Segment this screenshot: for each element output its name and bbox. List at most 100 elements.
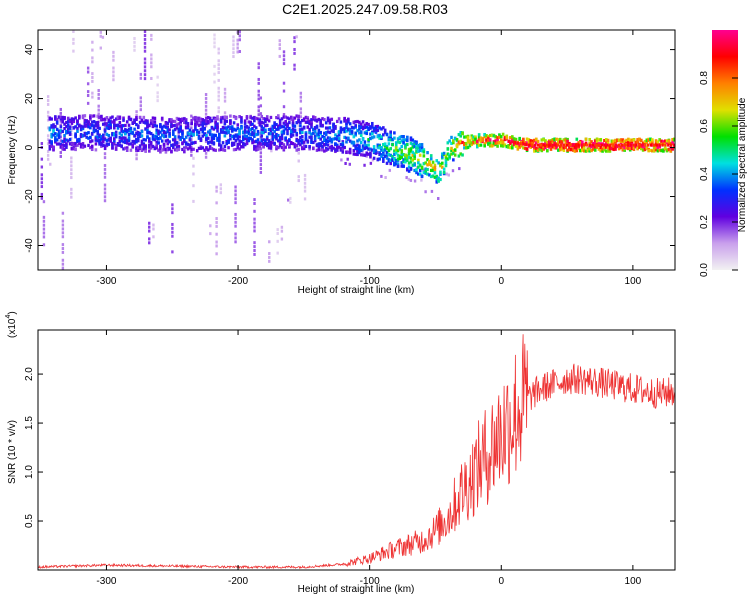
spectrogram-cell [166, 121, 170, 125]
spectrogram-cell [66, 127, 70, 131]
spectrogram-cell [358, 138, 361, 142]
spectrogram-cell [213, 80, 216, 84]
spectrogram-cell [369, 147, 372, 151]
spectrogram-cell [304, 115, 308, 119]
spectrogram-cell [143, 57, 147, 61]
spectrogram-cell [61, 120, 65, 124]
spectrogram-cell [341, 147, 345, 151]
spectrogram-cell [55, 118, 59, 122]
spectrogram-cell [199, 146, 203, 150]
spectrogram-cell [649, 137, 652, 142]
spectrogram-cell [85, 119, 88, 124]
spectrogram-cell [94, 137, 98, 141]
spectrogram-cell [190, 153, 193, 157]
spectrogram-cell [151, 124, 155, 129]
spectrogram-cell [271, 133, 275, 138]
spectrogram-cell [195, 122, 199, 126]
spectrogram-cell [529, 145, 533, 149]
spectrogram-cell [433, 163, 437, 167]
spectrogram-cell [148, 229, 151, 233]
spectrogram-cell [429, 168, 433, 173]
spectrogram-cell [413, 145, 416, 149]
spectrogram-cell [330, 138, 334, 142]
spectrogram-cell [378, 152, 381, 157]
spectrogram-cell [409, 138, 413, 142]
spectrogram-cell [428, 173, 431, 177]
spectrogram-cell [479, 139, 483, 143]
spectrogram-cell [190, 145, 193, 149]
spectrogram-cell [347, 120, 350, 124]
spectrogram-cell [262, 128, 265, 133]
spectrogram-cell [238, 147, 241, 151]
spectrogram-cell [280, 225, 284, 229]
colorbar-tick-label: 0.8 [699, 71, 710, 85]
spectrogram-cell [133, 44, 136, 48]
spectrogram-cell [308, 131, 311, 135]
spectrogram-cell [341, 150, 345, 154]
spectrogram-cell [490, 144, 494, 148]
spectrogram-cell [293, 116, 297, 120]
spectrogram-cell [352, 152, 356, 156]
spectrogram-cell [319, 144, 322, 148]
spectrogram-cell [234, 240, 237, 244]
spectrogram-cell [238, 115, 241, 119]
spectrogram-cell [122, 136, 125, 140]
spectrogram-cell [651, 143, 654, 147]
spectrogram-cell [40, 196, 44, 200]
spectrogram-cell [199, 127, 203, 131]
spectrogram-cell [57, 134, 61, 138]
spectrogram-cell [347, 117, 350, 121]
spectrogram-y-tick-label: -40 [24, 238, 35, 253]
spectrogram-cell [606, 145, 610, 150]
spectrogram-cell [623, 143, 627, 147]
spectrogram-cell [531, 143, 534, 147]
spectrogram-cell [477, 138, 481, 142]
spectrogram-cell [234, 139, 238, 143]
spectrogram-cell [345, 136, 348, 140]
spectrogram-cell [223, 111, 227, 115]
spectrogram-cell [153, 147, 157, 151]
spectrogram-cell [591, 143, 595, 147]
spectrogram-cell [247, 139, 251, 143]
spectrogram-cell [259, 151, 263, 155]
spectrogram-cell [70, 129, 73, 133]
spectrogram-cell [323, 149, 326, 153]
spectrogram-cell [299, 91, 303, 95]
spectrogram-cell [212, 127, 216, 131]
spectrogram-cell [286, 128, 289, 133]
spectrogram-cell [444, 164, 448, 168]
spectrogram-cell [270, 125, 273, 129]
spectrogram-cell [282, 125, 286, 129]
spectrogram-cell [103, 146, 107, 151]
spectrogram-cell [264, 124, 267, 128]
spectrogram-cell [218, 142, 221, 146]
spectrogram-cell [411, 145, 415, 149]
spectrogram-cell [332, 123, 335, 127]
spectrogram-cell [105, 116, 109, 120]
spectrogram-cell [328, 121, 332, 125]
spectrogram-cell [341, 127, 345, 131]
spectrogram-cell [315, 118, 319, 122]
spectrogram-cell [171, 226, 174, 230]
spectrogram-cell [118, 116, 122, 120]
spectrogram-cell [354, 152, 357, 156]
spectrogram-cell [173, 139, 177, 143]
spectrogram-cell [319, 121, 322, 125]
spectrogram-cell [201, 118, 205, 122]
spectrogram-cell [348, 127, 352, 132]
spectrogram-cell [299, 120, 302, 125]
spectrogram-cell [303, 181, 307, 185]
spectrogram-cell [138, 145, 142, 150]
spectrogram-cell [253, 132, 256, 136]
spectrogram-cell [109, 116, 112, 120]
spectrogram-cell [363, 143, 367, 147]
spectrogram-cell [232, 136, 236, 141]
spectrogram-cell [312, 140, 315, 145]
spectrogram-cell [507, 139, 511, 143]
spectrogram-cell [166, 125, 170, 129]
spectrogram-cell [135, 148, 138, 153]
spectrogram-cell [254, 116, 258, 120]
spectrogram-cell [205, 133, 208, 138]
spectrogram-cell [136, 146, 140, 150]
spectrogram-cell [269, 140, 273, 145]
